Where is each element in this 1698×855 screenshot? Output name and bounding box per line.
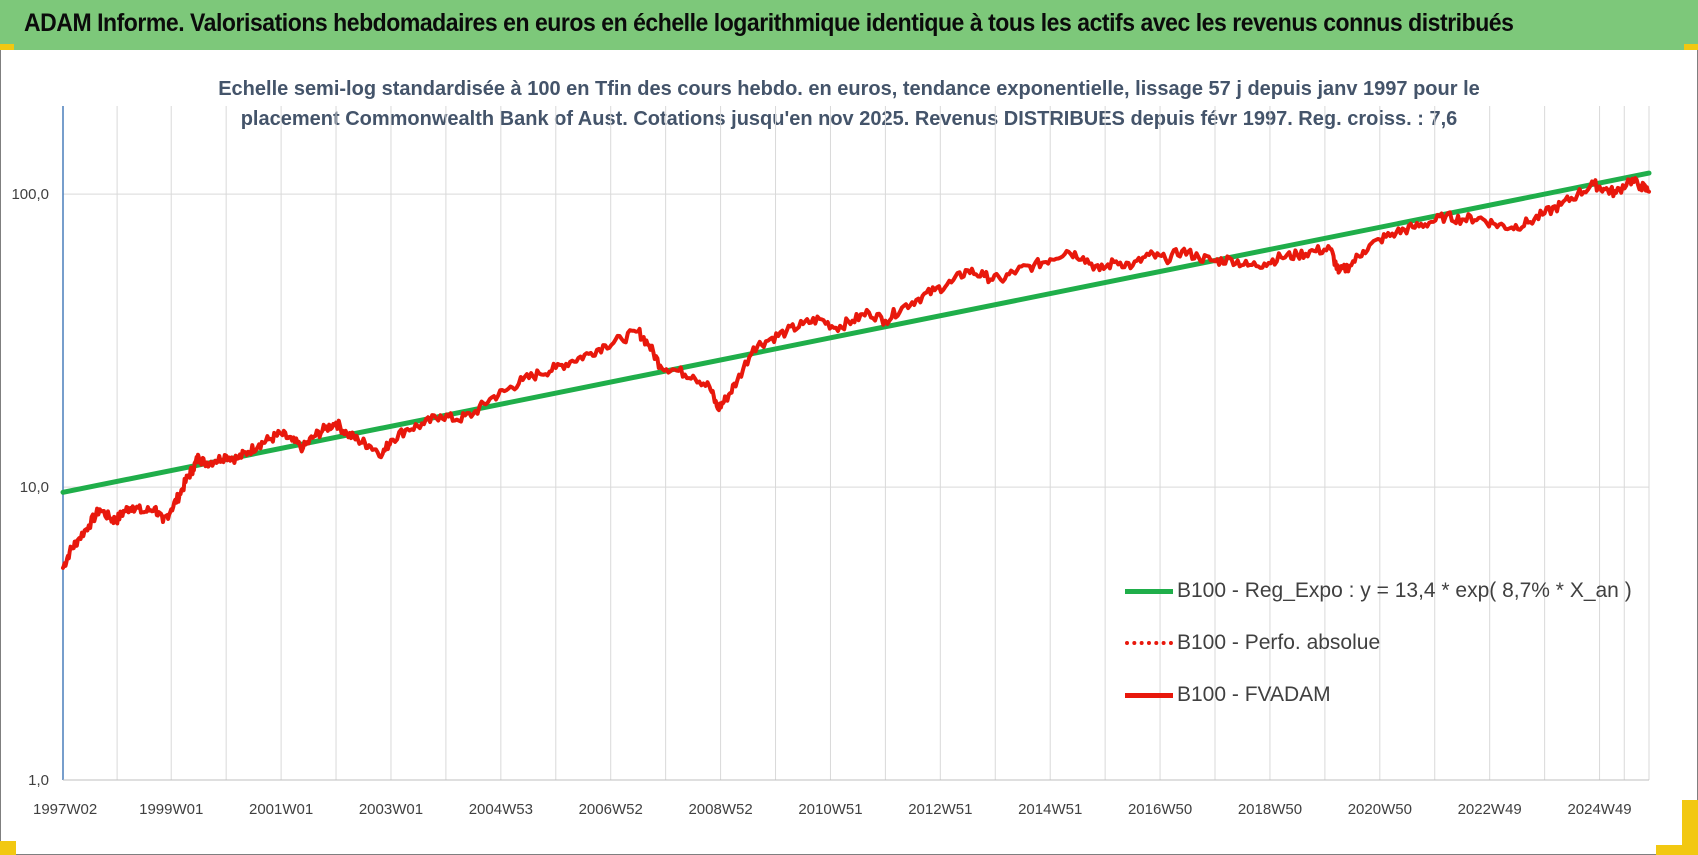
- legend-swatch-fvadam: [1125, 692, 1173, 698]
- x-tick-label: 1999W01: [139, 801, 203, 818]
- x-tick-label: 2006W52: [579, 801, 643, 818]
- x-tick-label: 2003W01: [359, 801, 423, 818]
- axes: [62, 106, 1649, 781]
- corner-mark-bottom-right-base: [1656, 845, 1698, 855]
- corner-mark-bottom-right: [1682, 800, 1698, 855]
- y-tick-label: 1,0: [28, 772, 49, 789]
- x-tick-label: 1997W02: [33, 801, 97, 818]
- x-axis-ticks: 1997W02 1999W01 2001W01 2003W01 2004W53 2006W…: [33, 801, 1632, 818]
- x-tick-label: 2020W50: [1348, 801, 1412, 818]
- legend-swatch-regression: [1125, 588, 1173, 594]
- x-tick-label: 2012W51: [908, 801, 972, 818]
- legend-item-regression: B100 - Reg_Expo : y = 13,4 * exp( 8,7% *…: [1125, 565, 1632, 617]
- chart-title-line-2: placement Commonwealth Bank of Aust. Cot…: [240, 108, 1458, 130]
- y-axis-ticks: 1,0 10,0 100,0: [11, 186, 49, 789]
- y-tick-label: 10,0: [20, 479, 49, 496]
- chart-title-line-1: Echelle semi-log standardisée à 100 en T…: [218, 78, 1480, 100]
- corner-mark-top-right: [1684, 44, 1698, 50]
- series-line-0: [60, 170, 1652, 495]
- legend-item-fvadam: B100 - FVADAM: [1125, 669, 1632, 721]
- chart-title: Echelle semi-log standardisée à 100 en T…: [0, 74, 1698, 134]
- legend-item-absolute: B100 - Perfo. absolue: [1125, 617, 1632, 669]
- series-line-2: [61, 176, 1651, 570]
- x-tick-label: 2001W01: [249, 801, 313, 818]
- legend-label-absolute: B100 - Perfo. absolue: [1177, 631, 1381, 654]
- page-title: ADAM Informe. Valorisations hebdomadaire…: [24, 9, 1514, 37]
- y-tick-label: 100,0: [11, 186, 49, 203]
- header-banner: ADAM Informe. Valorisations hebdomadaire…: [0, 0, 1698, 50]
- legend: B100 - Reg_Expo : y = 13,4 * exp( 8,7% *…: [1125, 565, 1632, 721]
- legend-label-fvadam: B100 - FVADAM: [1177, 683, 1331, 706]
- x-tick-label: 2004W53: [469, 801, 533, 818]
- x-tick-label: 2010W51: [798, 801, 862, 818]
- legend-swatch-absolute: [1125, 641, 1173, 645]
- series-group: [60, 170, 1652, 570]
- legend-label-regression: B100 - Reg_Expo : y = 13,4 * exp( 8,7% *…: [1177, 579, 1632, 602]
- x-tick-label: 2016W50: [1128, 801, 1192, 818]
- x-tick-label: 2018W50: [1238, 801, 1302, 818]
- corner-mark-top-left: [0, 44, 14, 50]
- x-tick-label: 2024W49: [1567, 801, 1631, 818]
- x-tick-label: 2008W52: [688, 801, 752, 818]
- x-tick-label: 2014W51: [1018, 801, 1082, 818]
- x-tick-label: 2022W49: [1458, 801, 1522, 818]
- corner-mark-bottom-left: [0, 841, 16, 855]
